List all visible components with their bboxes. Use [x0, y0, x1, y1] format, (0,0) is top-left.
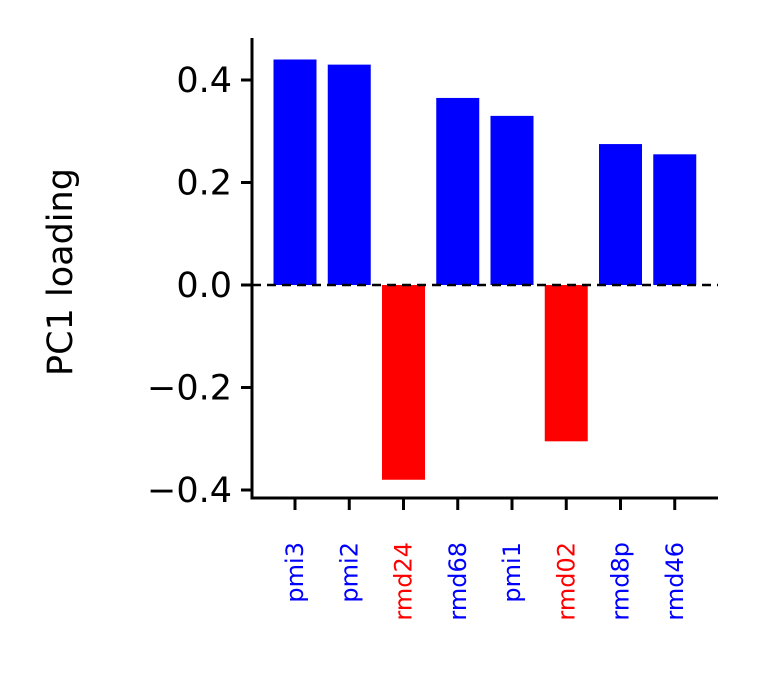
y-tick-label: −0.4: [147, 471, 232, 511]
y-axis-title: PC1 loading: [41, 168, 81, 376]
bar-rmd8p: [599, 144, 642, 285]
x-tick-label-pmi3: pmi3: [281, 542, 309, 603]
bar-rmd02: [544, 285, 588, 442]
x-tick-label-rmd02: rmd02: [552, 542, 580, 621]
bar-rmd24: [382, 285, 425, 480]
x-tick-label-rmd68: rmd68: [444, 542, 472, 621]
bar-pmi3: [273, 59, 317, 285]
bar-pmi1: [490, 115, 534, 285]
bar-rmd46: [653, 154, 697, 285]
bars-group: [273, 59, 697, 480]
x-tick-label-pmi1: pmi1: [498, 542, 526, 603]
bar-rmd68: [436, 97, 480, 285]
bar-pmi2: [327, 64, 371, 285]
x-tick-label-pmi2: pmi2: [335, 542, 363, 603]
y-tick-label: 0.4: [176, 61, 232, 101]
x-ticks-group: pmi3 pmi2 rmd24 rmd68 pmi1 rmd02 rmd8p rmd46: [281, 498, 689, 621]
y-tick-label: 0.2: [176, 164, 232, 204]
y-tick-label: 0.0: [176, 266, 232, 306]
y-tick-label: −0.2: [147, 369, 232, 409]
x-tick-label-rmd46: rmd46: [661, 542, 689, 621]
x-tick-label-rmd8p: rmd8p: [607, 542, 635, 621]
y-ticks-group: 0.4 0.2 0.0 −0.2 −0.4: [147, 61, 252, 511]
x-tick-label-rmd24: rmd24: [390, 542, 418, 621]
